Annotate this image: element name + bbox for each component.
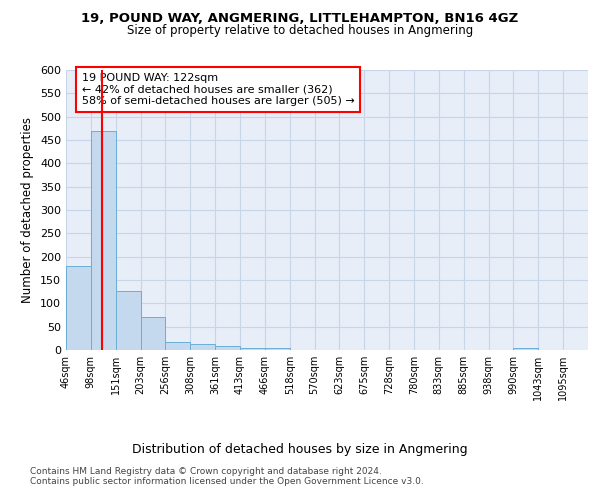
Bar xyxy=(514,348,538,350)
Text: 19, POUND WAY, ANGMERING, LITTLEHAMPTON, BN16 4GZ: 19, POUND WAY, ANGMERING, LITTLEHAMPTON,… xyxy=(82,12,518,26)
Text: Distribution of detached houses by size in Angmering: Distribution of detached houses by size … xyxy=(132,442,468,456)
Text: Contains public sector information licensed under the Open Government Licence v3: Contains public sector information licen… xyxy=(30,478,424,486)
Bar xyxy=(265,348,290,350)
Text: Contains HM Land Registry data © Crown copyright and database right 2024.: Contains HM Land Registry data © Crown c… xyxy=(30,468,382,476)
Bar xyxy=(140,318,166,350)
Bar xyxy=(66,266,91,350)
Y-axis label: Number of detached properties: Number of detached properties xyxy=(22,117,34,303)
Bar xyxy=(166,342,190,350)
Bar xyxy=(91,130,116,350)
Bar xyxy=(240,348,265,350)
Text: 19 POUND WAY: 122sqm
← 42% of detached houses are smaller (362)
58% of semi-deta: 19 POUND WAY: 122sqm ← 42% of detached h… xyxy=(82,73,355,106)
Text: Size of property relative to detached houses in Angmering: Size of property relative to detached ho… xyxy=(127,24,473,37)
Bar xyxy=(116,291,140,350)
Bar xyxy=(215,346,240,350)
Bar xyxy=(190,344,215,350)
